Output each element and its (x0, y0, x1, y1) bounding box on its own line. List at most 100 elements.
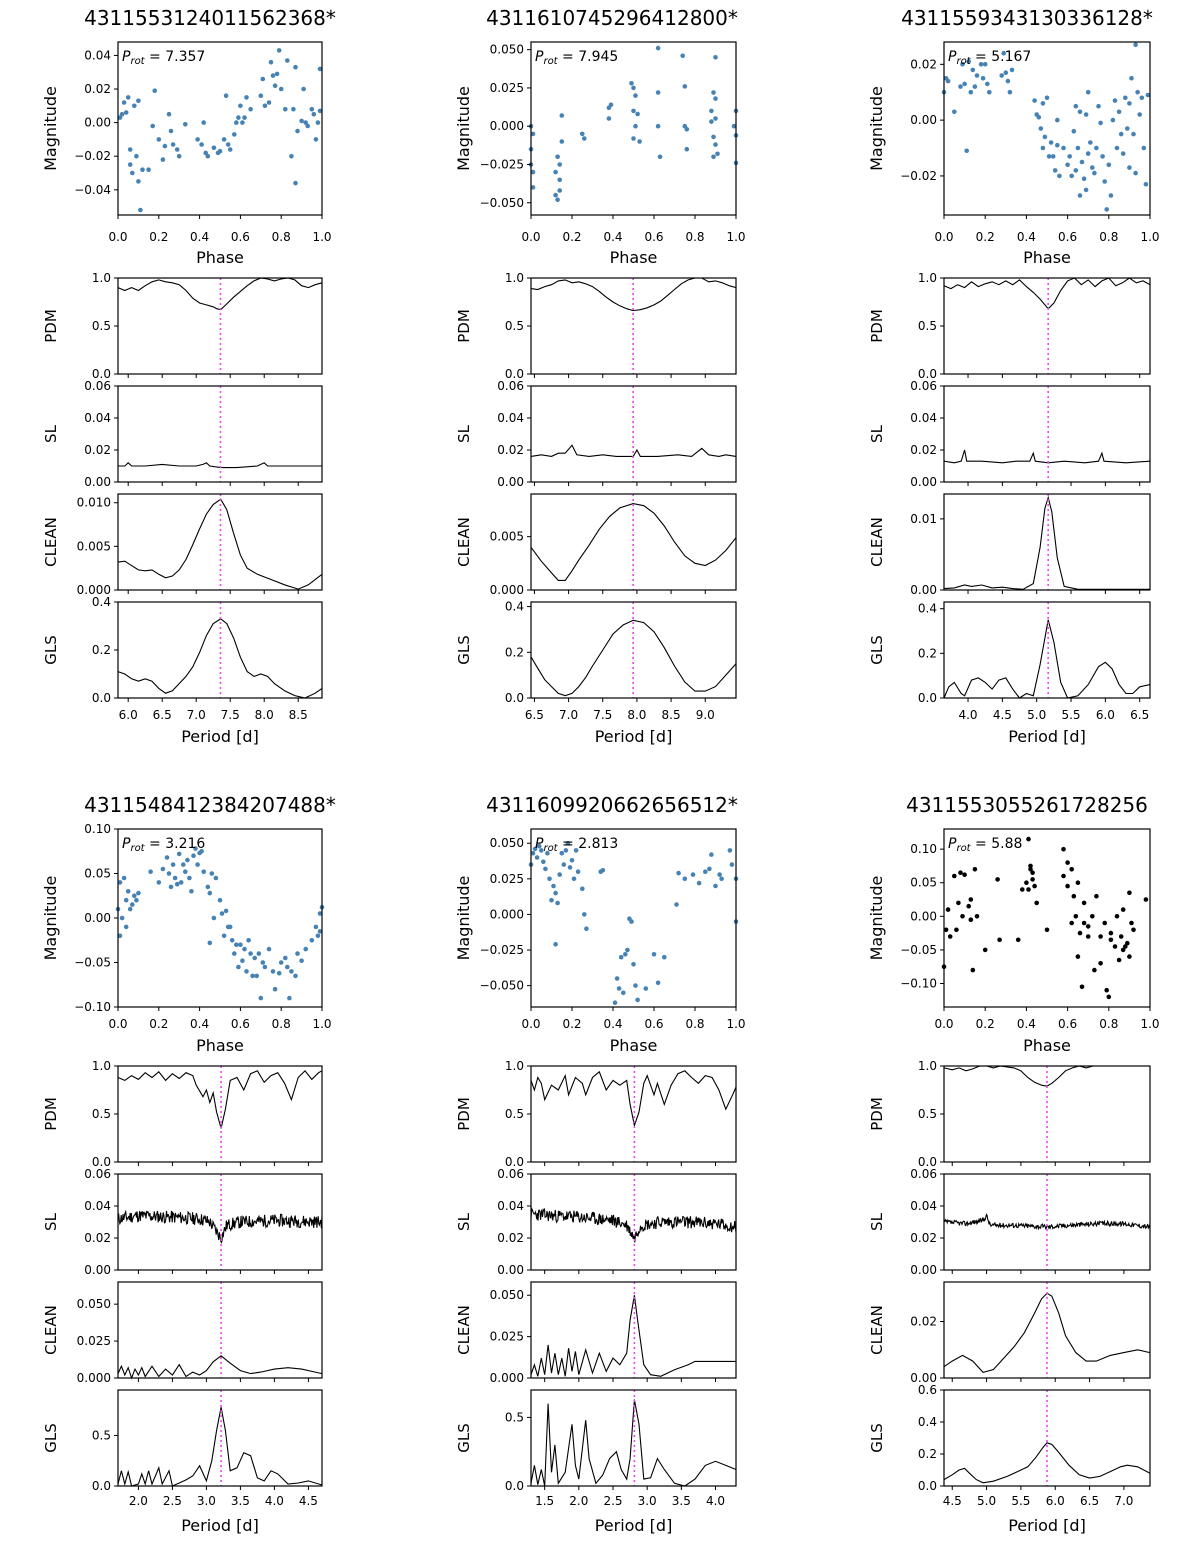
data-point (1131, 927, 1136, 933)
data-point (221, 137, 227, 142)
y-tick-label: 0.04 (497, 1199, 524, 1213)
scatter-axes-frame (117, 828, 323, 1008)
data-point (148, 869, 153, 874)
y-tick-label: 0.0 (92, 1155, 111, 1169)
y-tick-label: 0.02 (497, 443, 524, 457)
data-point (633, 983, 638, 988)
data-point (276, 48, 282, 53)
data-point (136, 98, 141, 104)
data-point (1057, 173, 1062, 179)
x-tick-label: 5.5 (1011, 1494, 1030, 1508)
data-point (305, 123, 311, 129)
data-point (637, 139, 642, 144)
data-point (117, 115, 123, 120)
x-tick-label: 7.0 (1114, 1494, 1133, 1508)
y-tick-label: 0.05 (84, 867, 111, 881)
y-tick-label: 0.04 (910, 1199, 937, 1213)
data-point (1032, 98, 1037, 103)
data-point (707, 866, 712, 872)
data-point (947, 934, 953, 939)
x-tick-label: 0.4 (603, 230, 622, 244)
data-point (655, 980, 661, 986)
y-tick-label: −0.02 (74, 149, 111, 163)
data-point (219, 911, 225, 916)
data-point (962, 872, 967, 877)
data-point (551, 883, 556, 889)
data-point (1071, 129, 1077, 134)
y-tick-label: 0.000 (77, 583, 111, 597)
data-point (174, 147, 180, 152)
periodogram-axes-frame (943, 385, 1151, 483)
panel-title: 4311553055261728256 (906, 793, 1148, 817)
data-point (1088, 140, 1093, 145)
data-point (1081, 176, 1087, 181)
data-point (960, 914, 965, 919)
x-tick-label: 1.0 (726, 230, 745, 244)
periodogram-curve (118, 462, 322, 469)
y-tick-label: 0.0 (918, 691, 937, 705)
data-point (156, 880, 162, 885)
panel-title: 4311559343130336128* (901, 6, 1153, 30)
data-point (569, 858, 575, 863)
x-tick-label: 6.0 (1046, 1494, 1065, 1508)
y-tick-label: 0.5 (92, 1107, 111, 1121)
data-point (1104, 987, 1109, 993)
x-tick-label: 1.0 (312, 230, 331, 244)
data-point (958, 84, 963, 89)
panel-y-label: SL (868, 1212, 886, 1231)
scatter-axes-frame (943, 828, 1151, 1008)
data-point (256, 951, 262, 956)
prot-annotation: Prot = 7.357 (122, 49, 205, 67)
data-point (674, 902, 679, 907)
y-tick-label: −0.025 (480, 943, 524, 957)
data-point (547, 876, 552, 882)
x-tick-label: 0.6 (231, 1017, 250, 1031)
data-point (966, 59, 971, 64)
data-point (1028, 863, 1033, 869)
data-point (1073, 914, 1079, 919)
periodogram-curve (530, 1295, 736, 1377)
data-point (1075, 954, 1081, 959)
data-point (727, 848, 733, 853)
periodogram-curve (117, 498, 323, 590)
y-tick-label: 0.0 (92, 691, 111, 705)
x-tick-label: 5.0 (1027, 708, 1046, 722)
data-point (1085, 934, 1091, 939)
x-tick-label: 0.4 (1017, 1017, 1036, 1031)
data-point (1044, 927, 1050, 933)
data-point (968, 917, 974, 922)
y-tick-label: 0.050 (490, 1288, 524, 1302)
data-point (205, 884, 211, 890)
data-point (1106, 162, 1112, 168)
data-point (1001, 50, 1006, 56)
data-point (246, 938, 251, 943)
data-point (972, 867, 978, 872)
data-point (1114, 914, 1120, 919)
data-point (278, 86, 284, 92)
x-tick-label: 6.5 (153, 708, 172, 722)
data-point (1137, 112, 1142, 117)
data-point (945, 78, 951, 84)
panel-y-label: CLEAN (868, 1305, 886, 1355)
prot-annotation: Prot = 2.813 (535, 836, 618, 854)
data-point (311, 111, 317, 117)
data-point (711, 90, 716, 95)
scatter-axes-frame (117, 41, 323, 216)
data-point (217, 148, 223, 154)
data-point (978, 62, 984, 67)
data-point (655, 90, 661, 95)
data-point (684, 127, 690, 132)
panel-y-label: GLS (868, 635, 886, 665)
y-tick-label: 0.02 (84, 82, 111, 96)
data-point (1116, 957, 1122, 963)
data-point (1065, 162, 1070, 168)
y-tick-label: 0.4 (505, 600, 524, 614)
data-point (127, 906, 133, 912)
data-point (299, 958, 304, 963)
periodogram-curve (117, 1209, 323, 1244)
x-tick-label: 6.5 (1080, 1494, 1099, 1508)
x-tick-label: 6.0 (1096, 708, 1115, 722)
x-tick-label: 6.5 (525, 708, 544, 722)
data-point (1026, 836, 1031, 842)
